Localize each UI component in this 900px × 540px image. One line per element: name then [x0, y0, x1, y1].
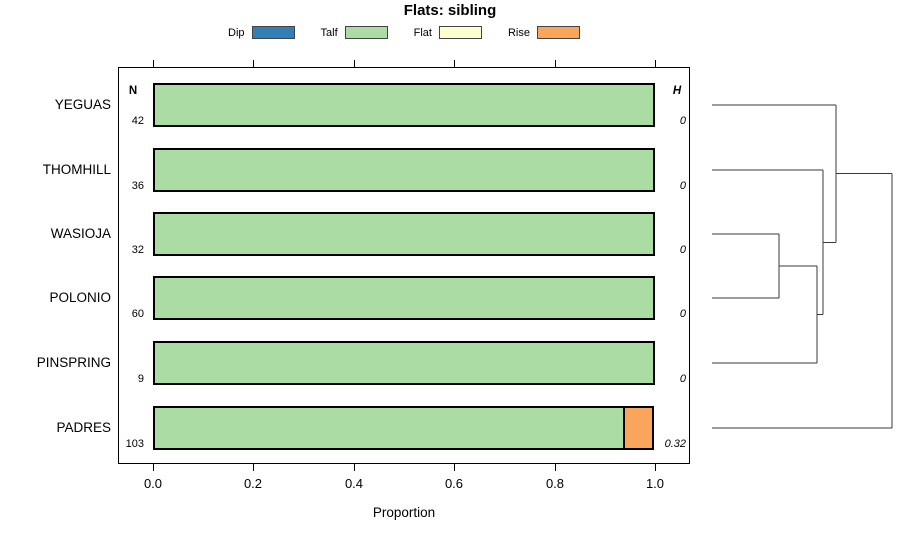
h-value: 0: [679, 115, 686, 127]
n-value: 103: [125, 438, 144, 450]
bar-segment-talf: [153, 148, 655, 192]
x-axis-tick-bottom: [253, 464, 254, 471]
bar-row: [153, 83, 655, 127]
n-value: 60: [131, 308, 144, 320]
bar-segment-talf: [153, 406, 625, 450]
dip-color-swatch: [251, 26, 295, 39]
x-tick-label: 0.8: [545, 476, 565, 491]
h-value: 0: [679, 308, 686, 320]
category-label: YEGUAS: [54, 97, 111, 112]
x-tick-label: 0.0: [143, 476, 163, 491]
legend-label: Rise: [507, 26, 530, 39]
column-header-n: N: [128, 85, 138, 97]
category-label: POLONIO: [49, 290, 111, 305]
bar-row: [153, 212, 655, 256]
bar-row: [153, 276, 655, 320]
x-axis-tick-bottom: [655, 464, 656, 471]
bar-segment-talf: [153, 83, 655, 127]
chart-title: Flats: sibling: [403, 2, 497, 19]
x-axis-tick-bottom: [454, 464, 455, 471]
dendrogram: [712, 104, 893, 429]
plot-area-border: [118, 67, 690, 464]
bar-segment-rise: [624, 406, 654, 450]
x-axis-tick-top: [153, 60, 154, 67]
bar-segment-talf: [153, 341, 655, 385]
legend-item-talf: Talf: [321, 26, 388, 39]
x-tick-label: 1.0: [645, 476, 665, 491]
legend-label: Flat: [413, 26, 432, 39]
legend-item-flat: Flat: [414, 26, 482, 39]
n-value: 36: [131, 180, 144, 192]
x-axis-tick-bottom: [555, 464, 556, 471]
n-value: 32: [131, 244, 144, 256]
bar-segment-talf: [153, 276, 655, 320]
bar-row: [153, 406, 654, 450]
x-axis-tick-top: [253, 60, 254, 67]
bar-segment-talf: [153, 212, 655, 256]
h-value: 0: [679, 180, 686, 192]
category-label: PINSPRING: [36, 355, 111, 370]
n-value: 42: [131, 115, 144, 127]
h-value: 0.32: [664, 438, 686, 450]
x-axis-tick-bottom: [153, 464, 154, 471]
legend-item-rise: Rise: [508, 26, 580, 39]
legend-label: Dip: [228, 26, 245, 39]
talf-color-swatch: [344, 26, 388, 39]
legend-item-dip: Dip: [228, 26, 295, 39]
x-tick-label: 0.6: [444, 476, 464, 491]
bar-row: [153, 341, 655, 385]
n-value: 9: [137, 373, 144, 385]
x-axis-label: Proportion: [372, 505, 436, 520]
x-axis-tick-top: [454, 60, 455, 67]
bar-row: [153, 148, 655, 192]
x-tick-label: 0.2: [243, 476, 263, 491]
x-axis-tick-top: [354, 60, 355, 67]
category-label: THOMHILL: [42, 162, 111, 177]
category-label: WASIOJA: [50, 226, 111, 241]
x-axis-tick-top: [555, 60, 556, 67]
x-axis-tick-top: [655, 60, 656, 67]
category-label: PADRES: [56, 420, 111, 435]
x-axis-tick-bottom: [354, 464, 355, 471]
legend-label: Talf: [320, 26, 338, 39]
x-tick-label: 0.4: [344, 476, 364, 491]
legend: Dip Talf Flat Rise: [0, 26, 808, 39]
h-value: 0: [679, 373, 686, 385]
rise-color-swatch: [537, 26, 580, 39]
flat-color-swatch: [438, 26, 482, 39]
h-value: 0: [679, 244, 686, 256]
column-header-h: H: [672, 85, 682, 97]
